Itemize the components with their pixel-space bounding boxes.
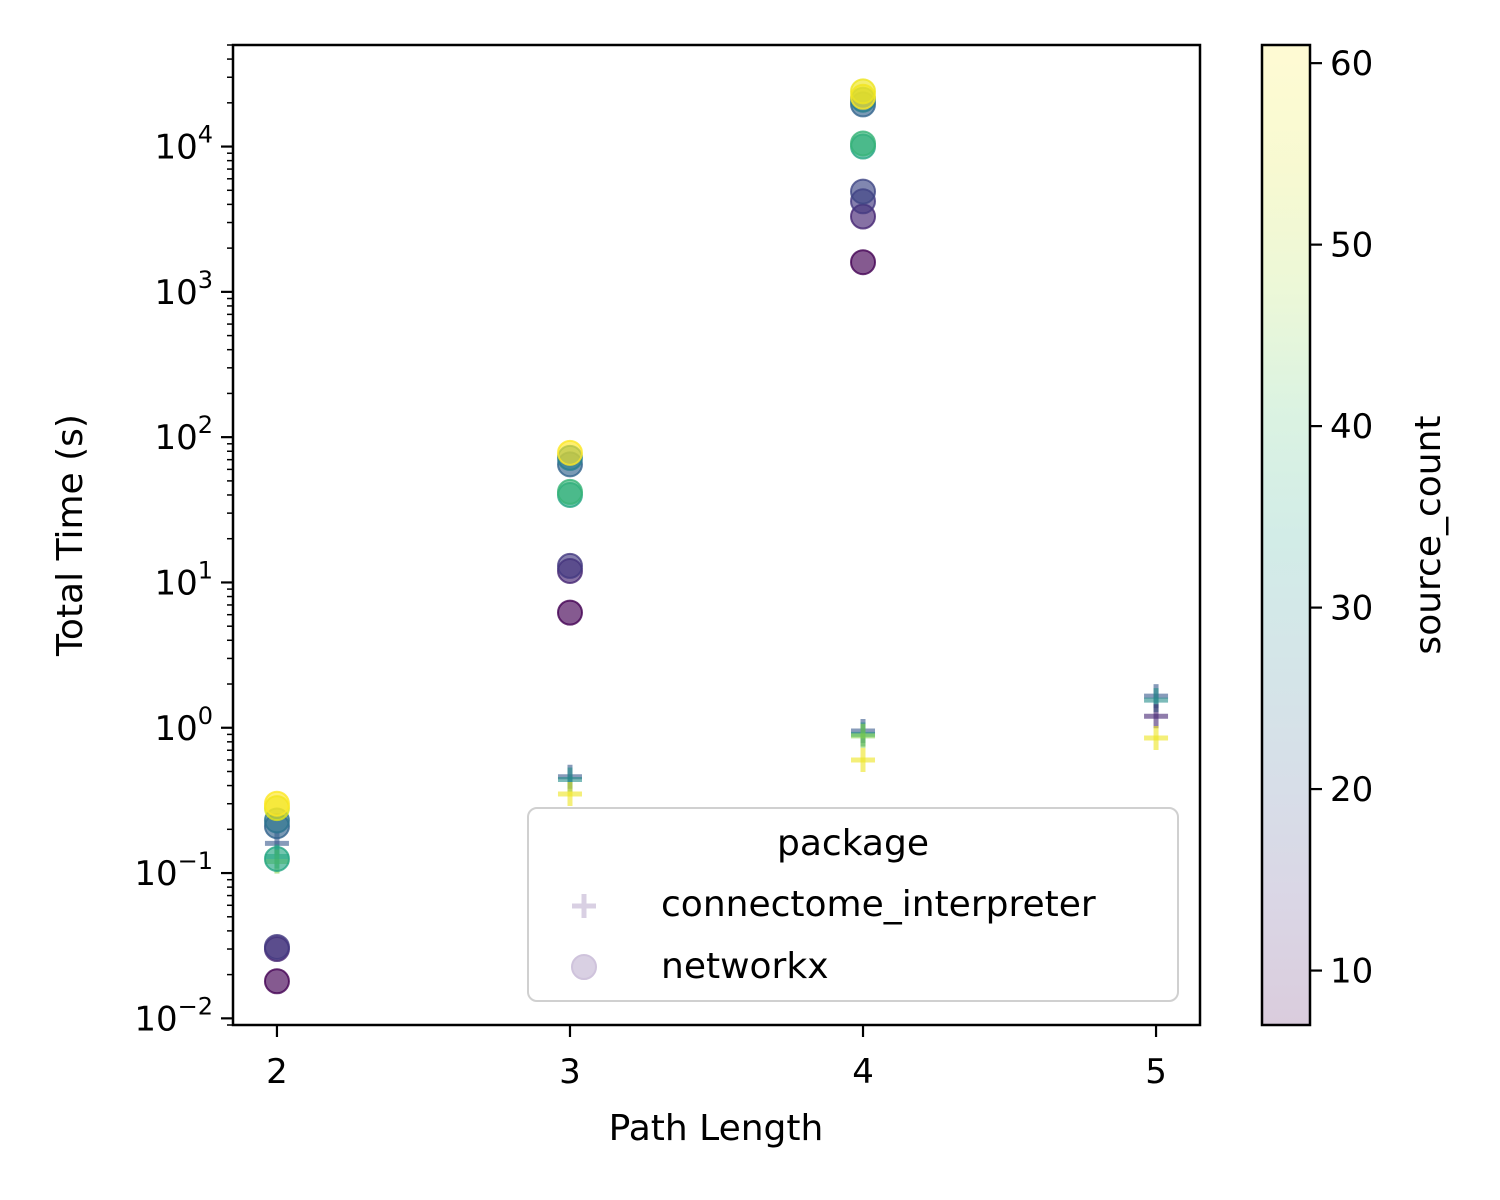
networkx-point [263, 968, 290, 995]
data-marks [263, 78, 1169, 995]
colorbar-tick-label: 60 [1330, 44, 1373, 84]
y-tick-label: 100 [154, 702, 213, 749]
connectome-interpreter-point [1144, 704, 1169, 729]
plot-frame [231, 43, 1202, 1027]
y-tick-label: 104 [154, 121, 213, 168]
x-tick-label: 4 [852, 1052, 874, 1092]
x-axis-ticks: 2 3 4 5 [266, 1025, 1167, 1092]
x-tick-label: 2 [266, 1052, 288, 1092]
colorbar-tick-label: 50 [1330, 226, 1373, 266]
colorbar-tick-label: 20 [1330, 770, 1373, 810]
networkx-point [556, 478, 583, 505]
x-tick-label: 3 [559, 1052, 581, 1092]
colorbar-ticks: 10 20 30 40 50 60 [1310, 44, 1373, 992]
colorbar-tick-label: 10 [1330, 952, 1373, 992]
networkx-point [263, 845, 290, 872]
legend-label-networkx: networkx [661, 946, 829, 987]
connectome-interpreter-point [851, 747, 876, 772]
y-tick-label: 101 [154, 556, 213, 603]
y-tick-label: 103 [154, 266, 213, 313]
connectome-interpreter-point [557, 782, 582, 807]
colorbar-label: source_count [1408, 415, 1449, 654]
networkx-point [850, 249, 877, 276]
colorbar-frame [1260, 43, 1312, 1027]
y-tick-label: 10−1 [134, 847, 213, 894]
legend-box [527, 807, 1179, 1002]
networkx-point [850, 78, 877, 105]
networkx-point [556, 439, 583, 466]
colorbar: 10 20 30 40 50 60 source_count [1260, 43, 1449, 1027]
colorbar-tick-label: 40 [1330, 407, 1373, 447]
legend-marker-plus [572, 894, 596, 918]
y-tick-label: 102 [154, 411, 213, 458]
networkx-point [263, 790, 290, 817]
y-tick-label: 10−2 [134, 992, 213, 1039]
y-axis-label: Total Time (s) [50, 414, 91, 657]
connectome-interpreter-point [1144, 726, 1169, 751]
colorbar-tick-label: 30 [1330, 589, 1373, 629]
legend-title: package [777, 823, 929, 864]
colorbar-gradient [1262, 45, 1310, 1025]
y-axis-ticks: 10−2 10−1 100 101 102 103 104 [134, 44, 233, 1039]
networkx-point [850, 130, 877, 157]
networkx-point [263, 933, 290, 960]
networkx-point [556, 599, 583, 626]
x-tick-label: 5 [1145, 1052, 1167, 1092]
networkx-point [850, 178, 877, 205]
connectome-interpreter-point [851, 723, 876, 748]
legend: package connectome_interpreter networkx [527, 807, 1179, 1002]
legend-marker-circle [571, 954, 597, 980]
legend-label-connectome-interpreter: connectome_interpreter [661, 884, 1096, 925]
x-axis-label: Path Length [609, 1108, 824, 1149]
networkx-point [556, 552, 583, 579]
